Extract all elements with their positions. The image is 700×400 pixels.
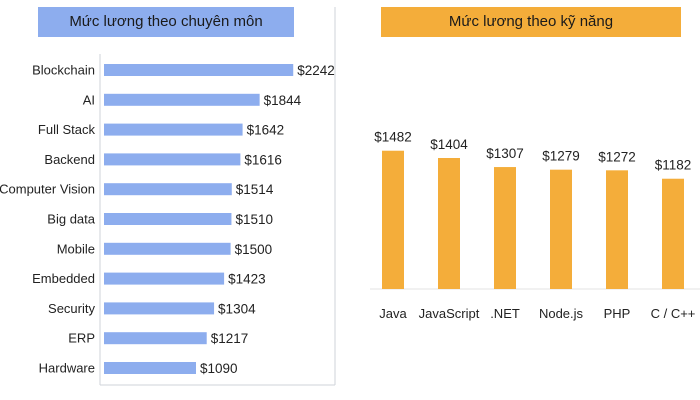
category-label: Blockchain [32,63,95,78]
category-label: .NET [490,306,520,321]
bar-full-stack [104,123,243,136]
value-label: $1642 [247,123,285,138]
category-label: C / C++ [651,306,696,321]
category-label: AI [83,92,95,107]
value-label: $1272 [598,149,636,164]
value-label: $1090 [200,361,238,376]
value-label: $1279 [542,149,580,164]
category-label: PHP [604,306,631,321]
left-chart-title: Mức lương theo chuyên môn [38,7,294,37]
bar-embedded [104,272,225,285]
value-label: $1616 [244,152,282,167]
bar--net [494,167,516,289]
value-label: $1307 [486,146,524,161]
value-label: $1304 [218,301,256,316]
right-chart-title: Mức lương theo kỹ năng [381,7,681,37]
value-label: $1482 [374,130,412,145]
bar-hardware [104,362,196,374]
bar-php [606,170,628,289]
value-label: $1182 [655,158,692,173]
category-label: Java [379,306,407,321]
skill-salary-chart: $1482 Java $1404 JavaScript $1307 .NET $1279 No… [370,130,700,321]
category-label: Big data [47,212,95,227]
value-label: $1844 [264,93,302,108]
bar-computer-vision [104,183,232,196]
category-label: JavaScript [419,306,480,321]
value-label: $1217 [211,331,249,346]
category-label: Computer Vision [0,182,95,197]
category-label: Mobile [57,241,95,256]
category-label: Security [48,301,95,316]
bar-javascript [438,158,460,289]
bar-mobile [104,242,231,255]
bar-ai [104,93,260,106]
bar-c-c- [662,178,684,289]
specialty-salary-chart: Blockchain $2242 AI $1844 Full Stack $1642 Bac… [0,7,336,386]
value-label: $1510 [235,212,273,227]
category-label: Full Stack [38,122,96,137]
category-label: ERP [68,331,95,346]
bar-erp [104,332,207,345]
category-label: Node.js [539,306,584,321]
bar-security [104,302,215,315]
value-label: $1404 [430,137,468,152]
value-label: $1514 [236,182,274,197]
category-label: Backend [44,152,95,167]
bar-backend [104,153,241,166]
value-label: $1423 [228,272,266,287]
bar-big-data [104,213,232,225]
value-label: $1500 [235,242,273,257]
bar-node-js [550,169,572,289]
bar-blockchain [104,64,294,76]
value-label: $2242 [297,63,335,78]
category-label: Hardware [39,361,95,376]
category-label: Embedded [32,271,95,286]
bar-java [382,150,404,289]
